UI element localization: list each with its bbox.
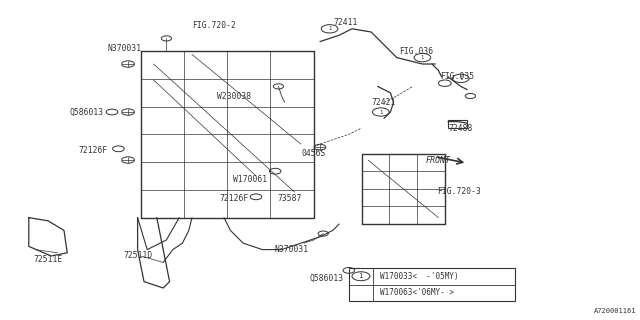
Text: 72488: 72488	[449, 124, 473, 132]
Text: FIG.720-3: FIG.720-3	[438, 188, 481, 196]
Text: FRONT: FRONT	[426, 156, 451, 164]
Text: FIG.036: FIG.036	[399, 47, 433, 56]
Text: N370031: N370031	[274, 245, 308, 254]
Text: N370031: N370031	[108, 44, 142, 52]
Text: FIG.035: FIG.035	[440, 72, 475, 81]
Text: A720001161: A720001161	[595, 308, 637, 314]
Text: 1: 1	[358, 273, 364, 279]
Text: 0456S: 0456S	[301, 149, 326, 158]
Text: 1: 1	[459, 76, 463, 81]
Text: W230038: W230038	[216, 92, 251, 100]
Text: 72126F: 72126F	[78, 146, 108, 155]
Text: Q586013: Q586013	[309, 274, 344, 283]
Text: FIG.720-2: FIG.720-2	[193, 21, 236, 30]
Text: W170061: W170061	[232, 175, 267, 184]
Text: 72511E: 72511E	[33, 255, 63, 264]
Text: 1: 1	[379, 109, 383, 115]
Bar	[349, 268, 515, 301]
Text: W170063<'06MY- >: W170063<'06MY- >	[380, 288, 454, 297]
Text: 73587: 73587	[278, 194, 302, 203]
Text: W170033<  -'05MY): W170033< -'05MY)	[380, 272, 458, 281]
Text: 72421: 72421	[372, 98, 396, 107]
Text: 1: 1	[420, 55, 424, 60]
Bar	[448, 120, 467, 128]
Text: Q586013: Q586013	[69, 108, 104, 116]
Text: 72411: 72411	[333, 18, 358, 27]
Text: 1: 1	[328, 26, 332, 31]
Text: 72511D: 72511D	[123, 252, 152, 260]
Text: 72126F: 72126F	[219, 194, 248, 203]
